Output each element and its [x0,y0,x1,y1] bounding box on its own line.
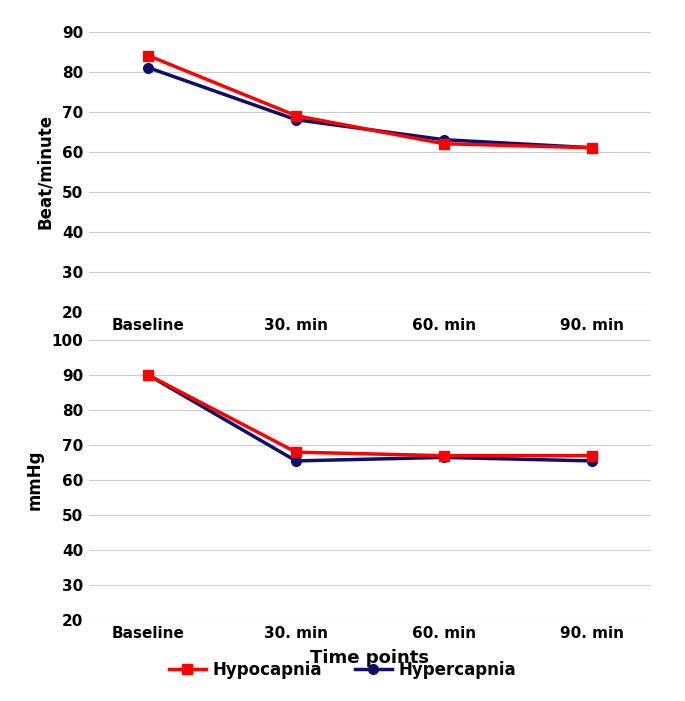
X-axis label: Time points: Time points [310,649,429,667]
Y-axis label: Beat/minute: Beat/minute [36,114,54,229]
X-axis label: Time points: Time points [310,341,429,359]
Y-axis label: mmHg: mmHg [25,450,43,510]
Legend: Hypocapnia, Hypercapnia: Hypocapnia, Hypercapnia [162,654,523,686]
